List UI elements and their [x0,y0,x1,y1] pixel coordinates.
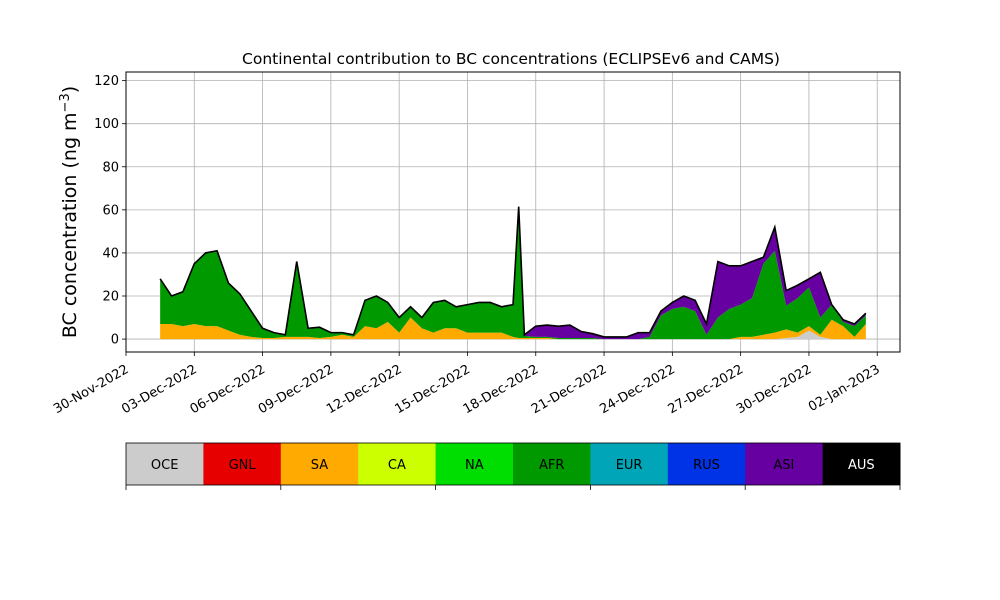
y-axis-label: BC concentration (ng m−3) [58,86,82,338]
legend-frame [125,442,901,486]
legend-label-oce: OCE [151,458,179,473]
x-tick-label: 21-Dec-2022 [529,362,609,417]
y-tick-label: 0 [111,333,119,348]
y-tick-label: 100 [94,117,119,132]
area-sa [160,317,866,340]
y-tick-label: 120 [94,74,119,89]
legend-label-aus: AUS [848,458,875,473]
x-tick-label: 12-Dec-2022 [324,362,404,417]
total-line [159,206,867,338]
y-tick-label: 80 [102,160,119,175]
legend-colorbar: OCE GNL SA CA NA AFR EUR RUS ASI AUS [125,442,901,490]
area-oce [160,330,866,340]
chart-title: Continental contribution to BC concentra… [242,50,780,68]
total-line-layer [159,206,867,338]
legend-swatch-na [435,443,514,485]
legend-swatch-eur [590,443,669,485]
x-tick-label: 06-Dec-2022 [188,362,268,417]
stacked-areas [160,206,866,340]
legend-swatch-aus [822,443,901,485]
x-tick-label: 09-Dec-2022 [256,362,336,417]
x-tick-label: 15-Dec-2022 [392,362,472,417]
legend-swatch-gnl [203,443,282,485]
legend-swatch-oce [126,443,204,485]
legend-label-ca: CA [388,458,406,473]
legend-swatch-ca [358,443,437,485]
legend-label-asi: ASI [773,458,794,473]
legend-label-afr: AFR [539,458,564,473]
area-afr [160,208,866,340]
x-tick-label: 30-Dec-2022 [734,362,814,417]
legend-swatch-sa [280,443,359,485]
legend-swatch-asi [745,443,824,485]
legend-swatch-rus [667,443,746,485]
legend-swatch-afr [513,443,591,485]
plot-frame [125,71,901,353]
x-tick-label: 03-Dec-2022 [119,362,199,417]
x-tick-label: 02-Jan-2023 [806,362,883,415]
x-axis: 30-Nov-202203-Dec-202206-Dec-202209-Dec-… [51,352,883,417]
legend-label-eur: EUR [616,458,643,473]
y-tick-label: 40 [102,246,119,261]
x-tick-label: 24-Dec-2022 [597,362,677,417]
legend-label-rus: RUS [693,458,720,473]
area-asi [160,206,866,340]
x-tick-label: 27-Dec-2022 [666,362,746,417]
y-axis: 0 20 40 60 80 100 120 [94,74,126,348]
legend-label-gnl: GNL [229,458,257,473]
x-tick-label: 30-Nov-2022 [51,362,131,417]
y-tick-label: 20 [102,290,119,305]
legend-label-sa: SA [311,458,328,473]
legend-label-na: NA [465,458,484,473]
y-tick-label: 60 [102,203,119,218]
x-tick-label: 18-Dec-2022 [461,362,541,417]
